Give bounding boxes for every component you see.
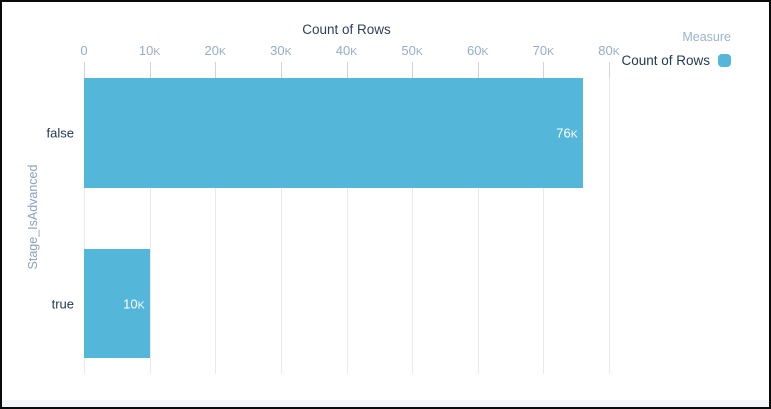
tick-mark	[280, 62, 282, 78]
gridline	[346, 78, 348, 374]
gridline	[149, 78, 151, 374]
tick-mark	[346, 62, 348, 78]
tick-mark	[84, 62, 85, 78]
gridline	[280, 78, 282, 374]
x-tick-label: 40K	[335, 43, 358, 58]
bar-false[interactable]	[84, 78, 583, 188]
x-tick-label: 70K	[532, 43, 555, 58]
y-axis-title: Stage_IsAdvanced	[26, 164, 40, 270]
legend-items: Count of Rows	[621, 53, 731, 68]
gridline	[412, 78, 414, 374]
footer-strip	[2, 400, 769, 407]
tick-mark	[477, 62, 479, 78]
x-tick-label: 60K	[467, 43, 489, 58]
tick-mark	[609, 62, 610, 78]
legend-item[interactable]: Count of Rows	[621, 53, 731, 68]
x-tick-label: 50K	[401, 43, 423, 58]
legend: Measure Count of Rows	[621, 30, 731, 68]
tick-mark	[215, 62, 217, 78]
gridline	[477, 78, 479, 374]
gridline	[84, 78, 85, 374]
category-label-true: true	[51, 296, 74, 311]
x-axis-title: Count of Rows	[302, 22, 391, 37]
x-tick-label: 80K	[598, 43, 620, 58]
legend-swatch	[718, 54, 731, 67]
legend-title: Measure	[682, 30, 731, 44]
gridline	[543, 78, 545, 374]
bar-value-label: 10K	[123, 296, 145, 311]
x-tick-label: 10K	[138, 43, 161, 58]
bar-true[interactable]	[84, 249, 150, 358]
x-tick-label: 30K	[270, 43, 292, 58]
tick-mark	[543, 62, 545, 78]
bar-value-label: 76K	[556, 125, 578, 141]
tick-mark	[412, 62, 414, 78]
x-tick-label: 20K	[204, 43, 226, 58]
gridline	[215, 78, 217, 374]
legend-item-label: Count of Rows	[621, 53, 710, 68]
x-tick-label: 0	[80, 43, 88, 58]
gridline	[609, 78, 610, 374]
tick-mark	[149, 62, 151, 78]
category-label-false: false	[46, 125, 74, 141]
